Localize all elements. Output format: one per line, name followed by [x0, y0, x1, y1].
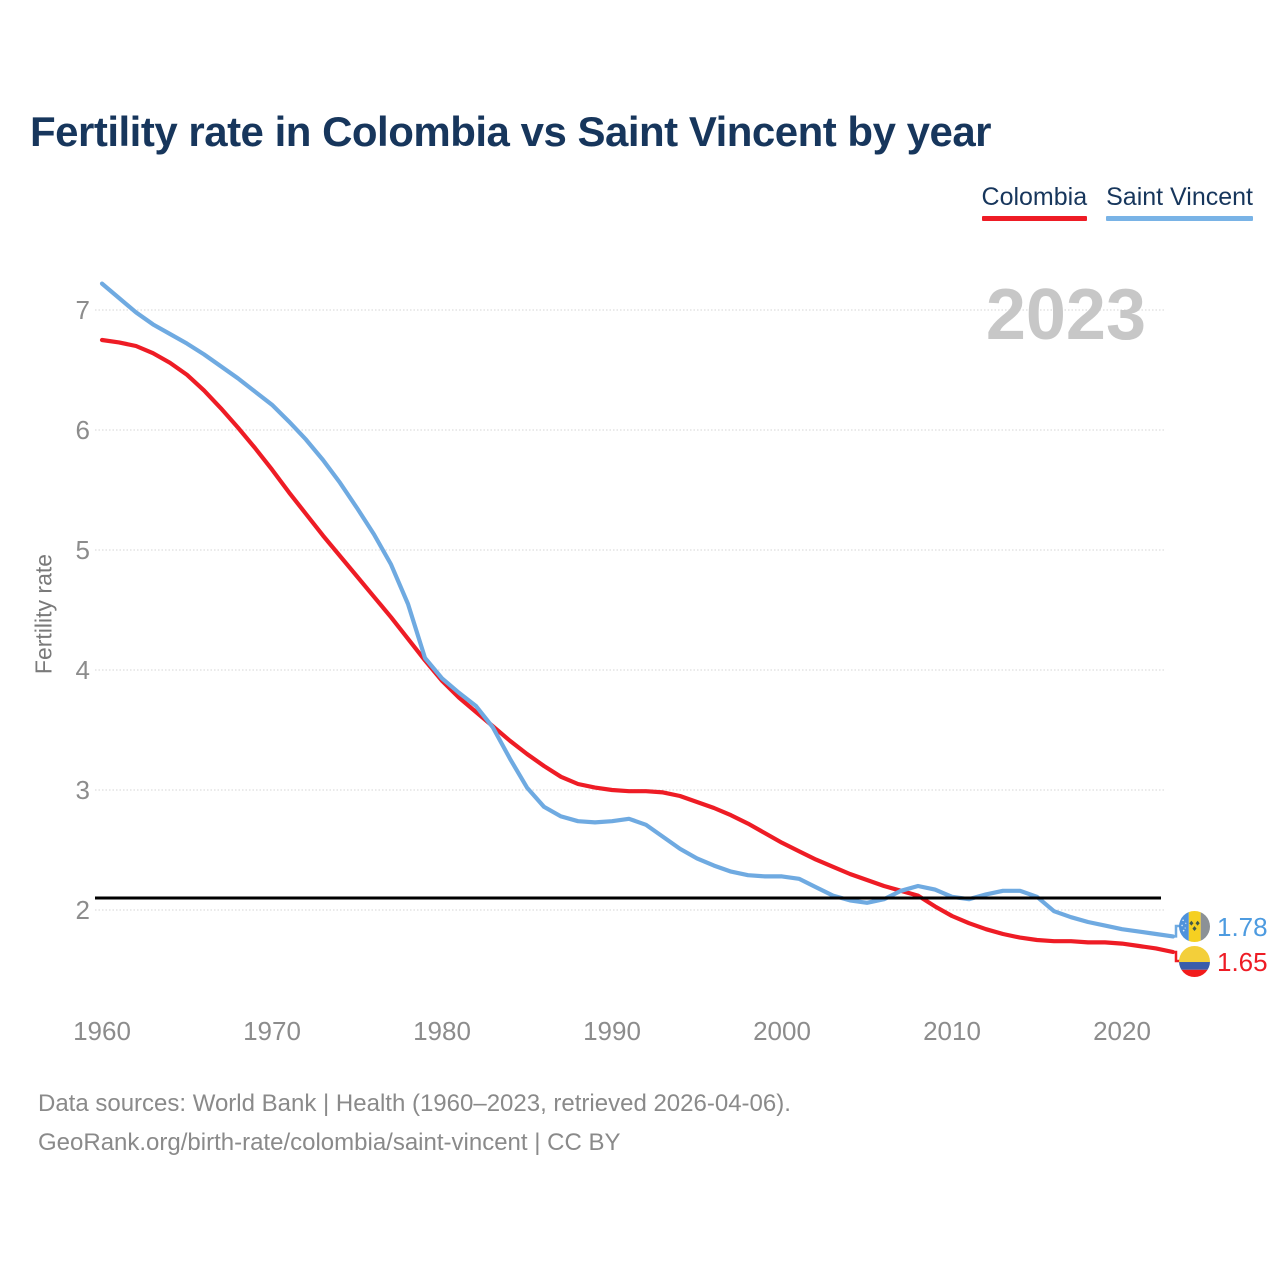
data-sources-footer: Data sources: World Bank | Health (1960–… [38, 1084, 791, 1162]
saint-vincent-flag-icon [1179, 911, 1210, 942]
x-tick-label-1980: 1980 [413, 1016, 471, 1046]
y-tick-label-6: 6 [75, 415, 90, 445]
x-tick-label-1990: 1990 [583, 1016, 641, 1046]
page-title: Fertility rate in Colombia vs Saint Vinc… [30, 108, 992, 155]
legend-item-saint-vincent[interactable]: Saint Vincent [1106, 184, 1253, 221]
end-value-colombia: 1.65 [1217, 946, 1268, 977]
series-line-saint-vincent [99, 281, 1176, 939]
y-tick-label-7: 7 [75, 295, 90, 325]
x-tick-label-1970: 1970 [243, 1016, 301, 1046]
footer-line-2: GeoRank.org/birth-rate/colombia/saint-vi… [38, 1129, 621, 1156]
x-tick-label-2000: 2000 [753, 1016, 811, 1046]
y-tick-label-4: 4 [75, 655, 90, 685]
y-tick-label-2: 2 [75, 895, 90, 925]
x-tick-label-2010: 2010 [923, 1016, 981, 1046]
legend-item-colombia[interactable]: Colombia [981, 183, 1088, 221]
legend-underline-saint-vincent [1106, 216, 1253, 221]
connector-saint-vincent [1173, 924, 1181, 938]
series-line-colombia [99, 337, 1176, 955]
x-tick-label-1960: 1960 [73, 1016, 131, 1046]
year-watermark: 2023 [985, 275, 1146, 355]
legend: Colombia Saint Vincent [981, 183, 1253, 221]
end-label-colombia: 1.65 [1179, 946, 1268, 977]
y-tick-label-5: 5 [75, 535, 90, 565]
connector-colombia [1173, 950, 1181, 963]
legend-underline-colombia [981, 216, 1088, 221]
legend-label-saint-vincent: Saint Vincent [1106, 183, 1253, 211]
footer-line-1: Data sources: World Bank | Health (1960–… [38, 1090, 791, 1117]
x-tick-label-2020: 2020 [1093, 1016, 1151, 1046]
end-value-saint-vincent: 1.78 [1217, 911, 1268, 942]
end-label-saint-vincent: 1.78 [1179, 911, 1268, 942]
colombia-flag-icon [1179, 946, 1210, 977]
legend-label-colombia: Colombia [981, 183, 1088, 211]
y-tick-label-3: 3 [75, 775, 90, 805]
